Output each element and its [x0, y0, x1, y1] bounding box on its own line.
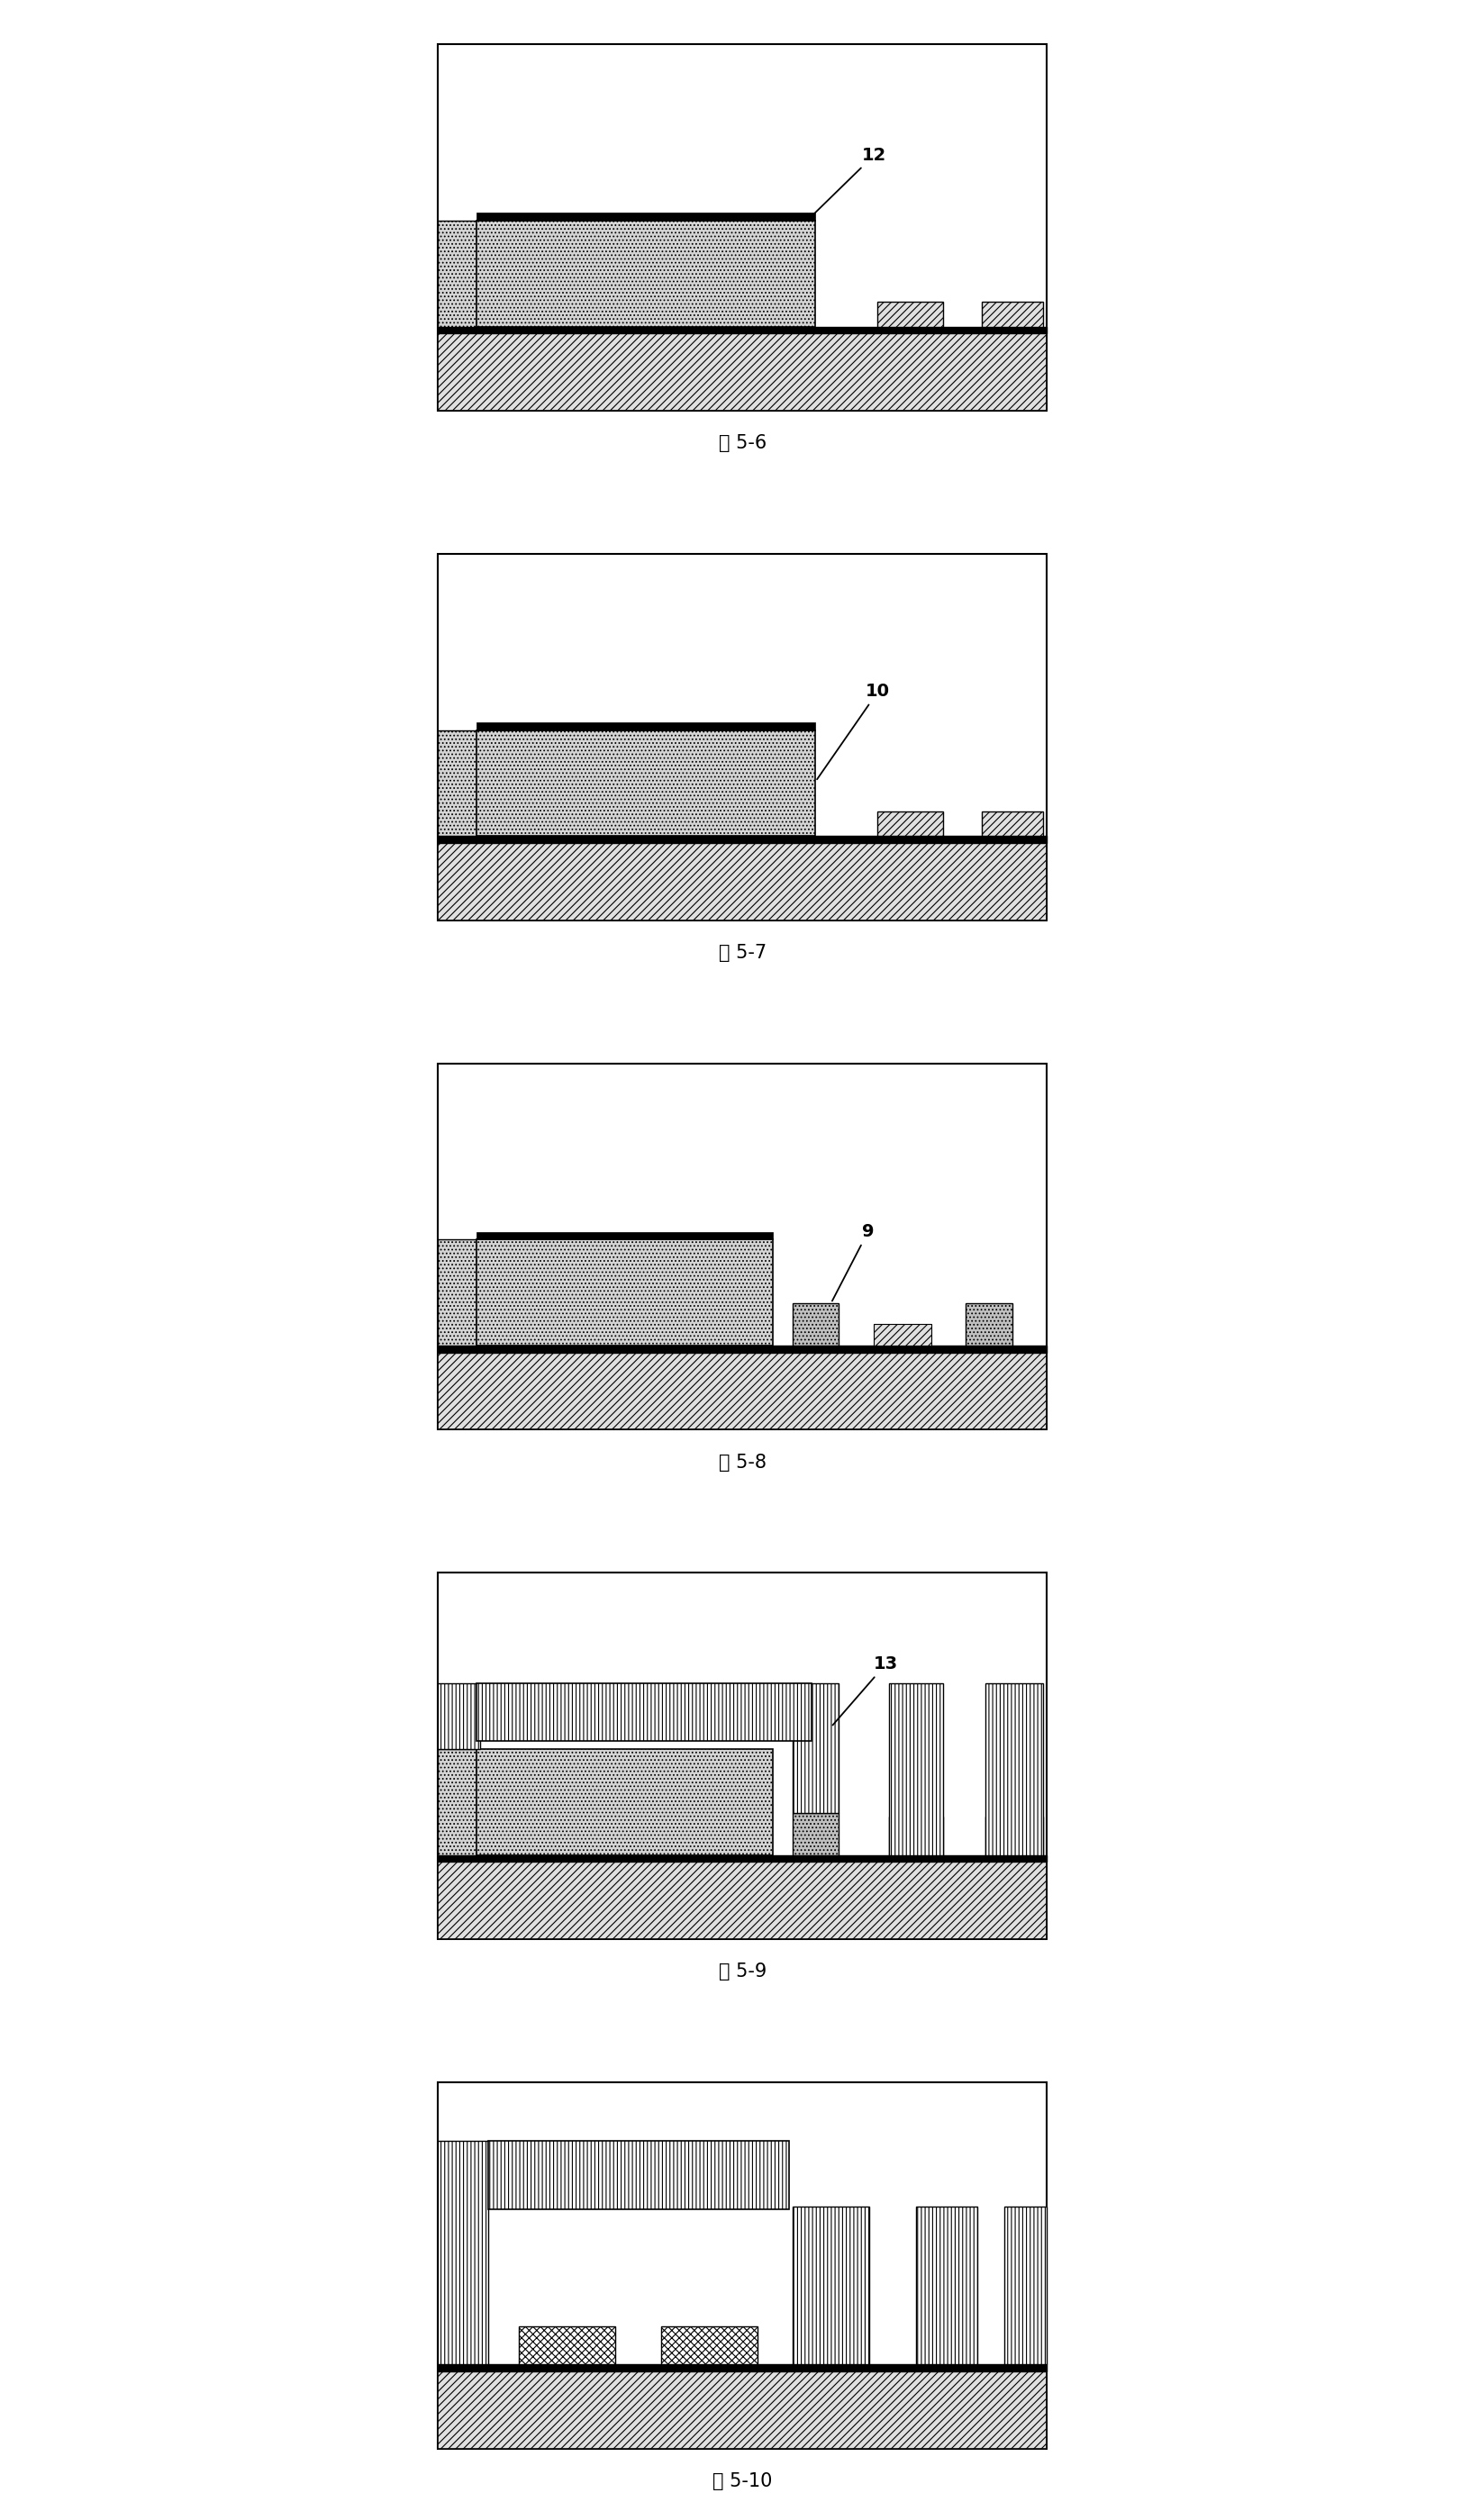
Bar: [519, 287, 614, 328]
Bar: [438, 222, 481, 328]
Bar: [476, 1232, 773, 1240]
Bar: [476, 212, 816, 222]
Text: 图 5-10: 图 5-10: [713, 2472, 772, 2490]
Bar: [476, 222, 816, 328]
Bar: [792, 1812, 839, 1855]
Bar: [878, 302, 942, 328]
Bar: [476, 723, 816, 731]
Bar: [438, 1683, 481, 1749]
Text: 10: 10: [817, 683, 889, 779]
Bar: [438, 1572, 1047, 1938]
Bar: [985, 1683, 1044, 1855]
Text: 12: 12: [811, 146, 886, 217]
Bar: [878, 811, 942, 837]
Bar: [476, 1749, 773, 1855]
Text: 图 5-9: 图 5-9: [719, 1963, 766, 1981]
Bar: [519, 796, 614, 837]
Bar: [438, 1749, 481, 1855]
Bar: [662, 796, 757, 837]
Bar: [792, 1683, 839, 1812]
Bar: [916, 2208, 978, 2364]
Bar: [519, 1817, 614, 1855]
Bar: [519, 2326, 614, 2364]
Bar: [792, 2208, 870, 2364]
Bar: [438, 1353, 1047, 1429]
Text: 13: 13: [832, 1656, 898, 1726]
Bar: [662, 1817, 757, 1855]
Bar: [792, 1303, 839, 1346]
Bar: [438, 333, 1047, 411]
Bar: [982, 811, 1044, 837]
Text: 图 5-8: 图 5-8: [719, 1454, 766, 1472]
Text: 图 5-6: 图 5-6: [719, 433, 766, 454]
Bar: [1004, 2208, 1047, 2364]
Bar: [966, 1303, 1013, 1346]
Bar: [438, 1240, 481, 1346]
Bar: [438, 1063, 1047, 1429]
Bar: [438, 1862, 1047, 1938]
Bar: [889, 1817, 942, 1855]
Bar: [438, 731, 481, 837]
Bar: [889, 1683, 942, 1855]
Text: 图 5-7: 图 5-7: [719, 945, 766, 963]
Bar: [519, 1308, 614, 1346]
Bar: [438, 844, 1047, 920]
Bar: [438, 45, 1047, 411]
Bar: [476, 731, 816, 837]
Text: 9: 9: [832, 1222, 875, 1300]
Bar: [662, 2326, 757, 2364]
Bar: [438, 2371, 1047, 2449]
Bar: [438, 554, 1047, 920]
Bar: [662, 1308, 757, 1346]
Bar: [476, 1240, 773, 1346]
Bar: [476, 1683, 811, 1741]
Bar: [982, 302, 1044, 328]
Bar: [438, 2082, 1047, 2449]
Bar: [488, 2142, 788, 2210]
Bar: [873, 1326, 932, 1346]
Bar: [985, 1817, 1044, 1855]
Bar: [662, 287, 757, 328]
Bar: [438, 2142, 488, 2364]
